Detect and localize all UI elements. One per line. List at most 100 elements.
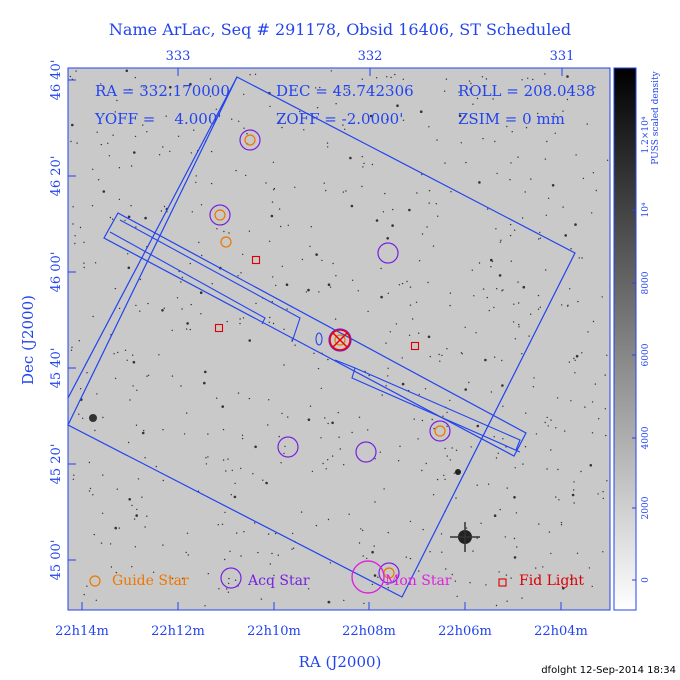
star-dot bbox=[272, 276, 274, 278]
star-dot bbox=[496, 288, 498, 290]
star-dot bbox=[210, 182, 213, 185]
fid-light-square bbox=[410, 341, 420, 351]
star-dot bbox=[591, 432, 594, 434]
star-dot bbox=[408, 208, 411, 212]
star-dot bbox=[171, 329, 173, 332]
star-dot bbox=[327, 358, 329, 361]
star-dot bbox=[248, 397, 251, 400]
star-dot bbox=[118, 167, 121, 169]
star-dot bbox=[230, 494, 232, 496]
star-dot bbox=[578, 257, 580, 259]
star-dot bbox=[390, 76, 392, 79]
star-dot bbox=[329, 601, 331, 603]
star-dot bbox=[216, 397, 218, 399]
star-dot bbox=[268, 399, 270, 401]
star-dot bbox=[421, 233, 424, 235]
star-dot bbox=[545, 214, 547, 216]
star-dot bbox=[291, 548, 293, 550]
star-dot bbox=[235, 169, 237, 172]
star-dot bbox=[582, 177, 585, 180]
star-dot bbox=[71, 123, 74, 127]
star-dot bbox=[273, 574, 275, 577]
star-dot bbox=[83, 262, 85, 264]
detector-strip-outer bbox=[103, 212, 527, 457]
star-dot bbox=[428, 190, 431, 192]
star-dot bbox=[305, 291, 308, 293]
star-dot bbox=[143, 429, 145, 432]
star-dot bbox=[517, 156, 519, 158]
star-dot bbox=[227, 458, 229, 460]
star-dot bbox=[283, 452, 285, 455]
star-dot bbox=[386, 76, 388, 78]
star-dot bbox=[426, 226, 428, 228]
star-dot bbox=[581, 257, 583, 259]
star-dot bbox=[586, 123, 588, 125]
info-dec: DEC = 45.742306 bbox=[276, 82, 414, 100]
star-dot bbox=[595, 189, 597, 192]
colorbar-tick-label: 4000 bbox=[641, 426, 651, 449]
star-dot bbox=[532, 78, 534, 81]
bottom-tick-label: 22h12m bbox=[151, 624, 205, 639]
star-dot bbox=[183, 433, 186, 435]
star-dot bbox=[387, 292, 389, 294]
star-dot bbox=[94, 262, 97, 264]
acq-legend-icon bbox=[220, 567, 242, 589]
star-dot bbox=[118, 527, 120, 529]
acq-star-circle bbox=[209, 204, 231, 226]
star-dot bbox=[481, 76, 484, 78]
star-dot bbox=[78, 413, 80, 415]
star-dot bbox=[268, 321, 270, 323]
star-dot bbox=[114, 526, 117, 530]
star-dot bbox=[318, 291, 320, 293]
star-dot bbox=[117, 351, 119, 354]
star-dot bbox=[453, 472, 456, 474]
star-dot bbox=[143, 86, 145, 88]
star-dot bbox=[217, 524, 219, 526]
star-dot bbox=[518, 326, 520, 328]
info-ra: RA = 332.170000 bbox=[95, 82, 230, 100]
star-dot bbox=[475, 332, 477, 334]
star-dot bbox=[594, 383, 597, 385]
star-dot bbox=[319, 86, 321, 89]
star-dot bbox=[127, 215, 131, 219]
star-dot bbox=[360, 528, 362, 530]
star-dot bbox=[398, 284, 401, 286]
star-dot bbox=[112, 134, 114, 136]
star-dot bbox=[350, 204, 354, 208]
star-dot bbox=[265, 481, 268, 485]
star-dot bbox=[83, 266, 85, 269]
star-dot bbox=[215, 108, 217, 111]
star-dot bbox=[345, 190, 347, 192]
guide-star-circle bbox=[220, 236, 232, 248]
star-dot bbox=[594, 86, 596, 89]
star-dot bbox=[555, 427, 557, 429]
star-dot bbox=[320, 387, 322, 390]
star-dot bbox=[500, 239, 502, 241]
star-dot bbox=[427, 281, 429, 284]
star-dot bbox=[118, 307, 121, 310]
star-dot bbox=[327, 422, 329, 425]
star-dot bbox=[369, 114, 373, 118]
star-dot bbox=[242, 317, 245, 319]
star-dot bbox=[162, 429, 164, 431]
star-dot bbox=[272, 161, 275, 163]
star-dot bbox=[387, 587, 389, 589]
star-dot bbox=[445, 78, 448, 80]
star-dot bbox=[362, 555, 364, 557]
star-dot bbox=[505, 574, 508, 576]
star-dot bbox=[444, 478, 446, 481]
star-dot bbox=[127, 266, 131, 270]
star-dot bbox=[490, 266, 492, 268]
star-dot bbox=[362, 529, 364, 532]
star-dot bbox=[291, 532, 294, 535]
guide-star-circle bbox=[244, 134, 256, 146]
star-dot bbox=[283, 364, 285, 366]
fid-lights-group bbox=[214, 255, 420, 351]
star-dot bbox=[239, 318, 241, 320]
star-dot bbox=[493, 514, 497, 517]
star-dot bbox=[309, 405, 312, 407]
star-dot bbox=[348, 513, 350, 515]
star-dot bbox=[249, 74, 251, 76]
star-dot bbox=[127, 441, 130, 444]
star-dot bbox=[271, 552, 273, 555]
